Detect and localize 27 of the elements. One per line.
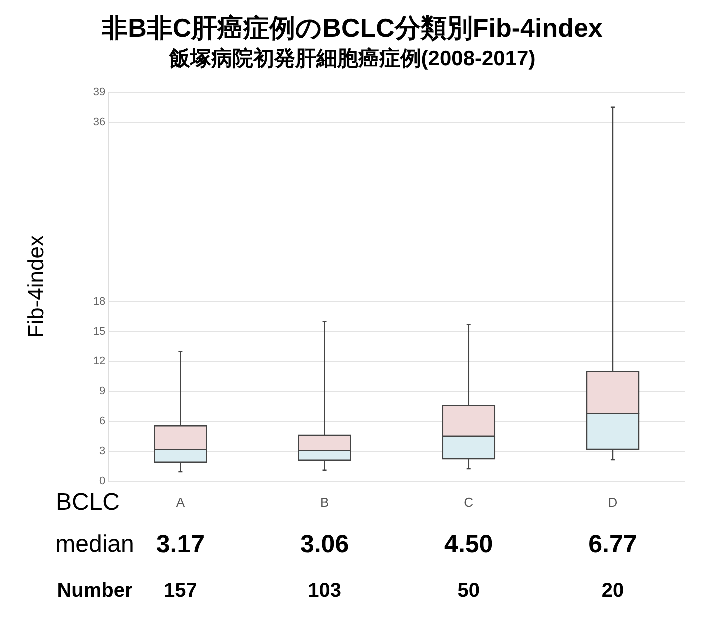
y-tick-label: 39 — [93, 86, 106, 98]
text: 157 — [164, 580, 198, 602]
text: 3.17 — [156, 530, 206, 558]
y-tick-label: 18 — [93, 296, 106, 308]
y-tick-label: 36 — [93, 116, 106, 128]
text: Number — [57, 580, 133, 602]
y-axis-title: Fib-4index — [23, 236, 48, 338]
y-tick-label: 15 — [93, 326, 106, 338]
text: 20 — [602, 580, 624, 602]
chart-title: 非B非C肝癌症例のBCLC分類別Fib-4index — [101, 12, 604, 43]
y-tick-label: 3 — [100, 446, 106, 458]
y-tick-label: 12 — [93, 356, 106, 368]
text: 6.77 — [588, 530, 638, 558]
text: median — [56, 531, 134, 558]
x-tick-label: A — [176, 494, 186, 510]
y-tick-label: 0 — [100, 475, 106, 488]
y-tick-label: 6 — [100, 416, 106, 428]
x-axis-title: BCLC — [56, 489, 120, 516]
x-tick-label: D — [608, 494, 618, 510]
text: 50 — [458, 580, 480, 602]
chart-subtitle: 飯塚病院初発肝細胞癌症例(2008-2017) — [168, 46, 536, 71]
text: 4.50 — [444, 530, 494, 558]
x-tick-label: B — [320, 494, 330, 510]
text: 103 — [308, 580, 342, 602]
x-tick-label: C — [464, 494, 474, 510]
text: 3.06 — [300, 530, 350, 558]
y-tick-label: 9 — [100, 386, 106, 398]
